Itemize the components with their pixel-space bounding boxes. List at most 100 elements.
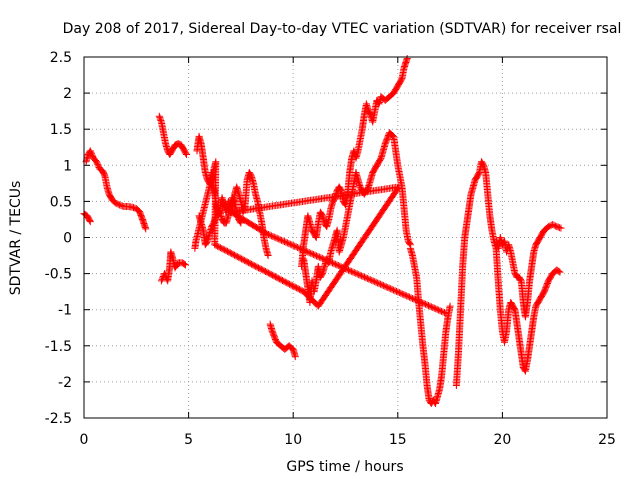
chart-title: Day 208 of 2017, Sidereal Day-to-day VTE…	[63, 21, 622, 37]
data-point	[427, 303, 435, 311]
y-tick-label: 0	[63, 231, 72, 247]
data-point	[374, 279, 382, 287]
data-point	[156, 114, 164, 122]
data-point	[347, 267, 355, 275]
data-point	[433, 305, 441, 313]
x-tick-label: 5	[184, 432, 193, 448]
data-point	[142, 225, 150, 233]
data-point	[419, 299, 427, 307]
data-point	[442, 309, 450, 317]
data-point	[557, 224, 565, 232]
data-point	[328, 259, 336, 267]
data-point	[355, 271, 363, 279]
y-tick-label: 2	[63, 86, 72, 102]
data-point	[344, 266, 352, 274]
data-point	[295, 244, 303, 252]
data-point	[356, 271, 364, 279]
y-tick-label: -2	[58, 375, 72, 391]
data-point	[327, 258, 335, 266]
data-point	[422, 300, 430, 308]
data-point	[435, 306, 443, 314]
data-point	[375, 280, 383, 288]
data-point	[304, 248, 312, 256]
data-point	[263, 230, 271, 238]
data-point	[314, 252, 322, 260]
data-point	[157, 117, 165, 125]
data-point	[88, 151, 96, 159]
data-point	[291, 242, 299, 250]
data-point	[363, 274, 371, 282]
data-point	[320, 255, 328, 263]
data-point	[404, 293, 412, 301]
data-point	[326, 258, 334, 266]
data-point	[330, 260, 338, 268]
x-tick-label: 25	[598, 432, 616, 448]
data-point	[337, 263, 345, 271]
data-point	[352, 269, 360, 277]
x-tick-label: 15	[389, 432, 407, 448]
data-point	[362, 274, 370, 282]
data-point	[414, 297, 422, 305]
data-point	[180, 260, 188, 268]
data-point	[403, 54, 411, 62]
data-point	[353, 270, 361, 278]
data-point	[420, 300, 428, 308]
data-point	[336, 262, 344, 270]
data-point	[385, 284, 393, 292]
data-point	[346, 267, 354, 275]
data-point	[343, 265, 351, 273]
data-point	[289, 242, 297, 250]
y-axis-label: SDTVAR / TECUs	[8, 181, 24, 296]
data-point	[272, 234, 280, 242]
data-point	[283, 239, 291, 247]
data-point	[267, 232, 275, 240]
data-point	[155, 112, 163, 120]
data-point	[279, 237, 287, 245]
data-point	[368, 276, 376, 284]
data-point	[285, 240, 293, 248]
data-point	[273, 234, 281, 242]
data-point	[403, 292, 411, 300]
data-point	[397, 289, 405, 297]
data-point	[296, 245, 304, 253]
data-point	[339, 263, 347, 271]
data-point	[369, 277, 377, 285]
data-point	[408, 294, 416, 302]
y-tick-label: 2.5	[50, 50, 72, 66]
data-point	[371, 278, 379, 286]
data-point	[358, 272, 366, 280]
data-point	[350, 269, 358, 277]
data-points	[80, 54, 565, 408]
ticks	[83, 56, 608, 419]
data-point	[440, 309, 448, 317]
data-point	[407, 294, 415, 302]
data-point	[291, 353, 299, 361]
data-point	[430, 304, 438, 312]
data-point	[340, 264, 348, 272]
data-point	[365, 275, 373, 283]
data-point	[333, 261, 341, 269]
data-point	[157, 277, 165, 285]
data-point	[382, 283, 390, 291]
data-point	[292, 243, 300, 251]
data-point	[400, 291, 408, 299]
data-point	[411, 296, 419, 304]
data-point	[87, 148, 95, 156]
data-point	[94, 162, 102, 170]
data-point	[315, 253, 323, 261]
x-tick-label: 0	[80, 432, 89, 448]
data-point	[270, 233, 278, 241]
data-point	[438, 307, 446, 315]
data-point	[88, 150, 96, 158]
data-point	[266, 231, 274, 239]
data-point	[391, 287, 399, 295]
data-point	[556, 268, 564, 276]
data-point	[395, 289, 403, 297]
data-point	[446, 302, 454, 310]
data-point	[410, 295, 418, 303]
x-axis-label: GPS time / hours	[286, 459, 403, 475]
data-point	[282, 238, 290, 246]
data-point	[288, 241, 296, 249]
data-point	[555, 267, 563, 275]
data-point	[301, 247, 309, 255]
